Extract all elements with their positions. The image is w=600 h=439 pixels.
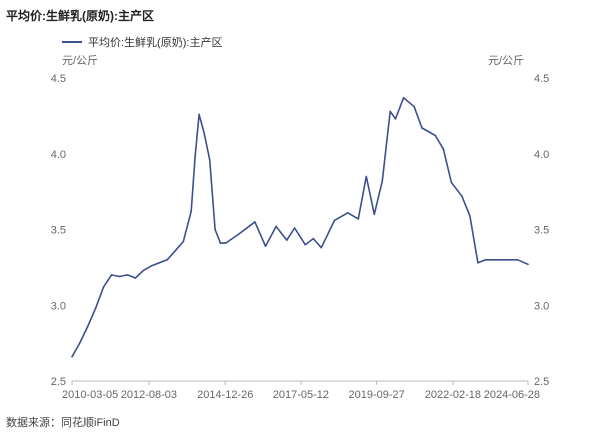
data-point bbox=[94, 307, 97, 310]
y-tick-label-right: 3.5 bbox=[534, 225, 549, 237]
series-line bbox=[71, 96, 529, 358]
data-point bbox=[190, 210, 192, 213]
data-point bbox=[450, 181, 453, 184]
data-point bbox=[275, 225, 277, 228]
data-point bbox=[333, 219, 336, 222]
y-tick-label-left: 4.0 bbox=[51, 149, 66, 161]
y-tick-label-right: 3.0 bbox=[534, 300, 549, 312]
x-tick-label: 2012-08-03 bbox=[121, 389, 177, 401]
data-point bbox=[286, 239, 288, 241]
data-point bbox=[219, 242, 222, 244]
data-point bbox=[102, 286, 105, 288]
data-point bbox=[126, 274, 129, 276]
data-point bbox=[208, 159, 211, 161]
data-point bbox=[238, 233, 240, 235]
data-point bbox=[214, 228, 216, 231]
y-tick-label-right: 4.5 bbox=[534, 73, 549, 85]
data-point bbox=[182, 240, 185, 243]
data-point bbox=[508, 259, 511, 261]
x-tick-label: 2019-09-27 bbox=[348, 389, 404, 401]
data-point bbox=[484, 259, 487, 261]
data-point bbox=[71, 356, 73, 358]
data-point bbox=[421, 127, 423, 129]
y-tick-label-left: 3.0 bbox=[51, 300, 66, 312]
y-tick-label-left: 3.5 bbox=[51, 225, 66, 237]
y-tick-label-right: 4.0 bbox=[534, 149, 549, 161]
x-tick-label: 2017-05-12 bbox=[273, 389, 329, 401]
data-point bbox=[501, 259, 503, 261]
data-point bbox=[413, 106, 416, 108]
data-point bbox=[477, 262, 479, 264]
legend-line-swatch bbox=[62, 41, 82, 43]
data-source: 数据来源：同花顺iFinD bbox=[6, 417, 120, 429]
data-point bbox=[224, 242, 227, 244]
x-tick-label: 2014-12-26 bbox=[197, 389, 253, 401]
data-point bbox=[203, 133, 206, 135]
data-point bbox=[381, 180, 384, 182]
x-tick-label: 2010-03-05 bbox=[62, 389, 118, 401]
y-tick-label-left: 2.5 bbox=[51, 376, 66, 388]
data-point bbox=[110, 274, 113, 276]
y-tick-label-right: 2.5 bbox=[534, 376, 549, 388]
data-point bbox=[434, 134, 437, 137]
data-point bbox=[394, 118, 397, 120]
data-point bbox=[194, 156, 196, 158]
data-point bbox=[373, 213, 376, 216]
data-point bbox=[527, 263, 529, 266]
data-point bbox=[293, 227, 296, 229]
x-tick-label: 2022-02-18 bbox=[425, 389, 481, 401]
data-point bbox=[198, 113, 200, 116]
data-point bbox=[118, 275, 121, 278]
data-point bbox=[469, 215, 471, 217]
data-point bbox=[150, 265, 153, 267]
data-point bbox=[166, 259, 168, 261]
data-point bbox=[389, 110, 392, 113]
data-point bbox=[461, 195, 463, 197]
data-point bbox=[78, 342, 81, 344]
y-axis-left-unit: 元/公斤 bbox=[62, 55, 99, 67]
data-point bbox=[312, 237, 315, 240]
x-tick-label: 2024-06-28 bbox=[484, 389, 540, 401]
data-point bbox=[516, 259, 519, 261]
data-point bbox=[304, 243, 307, 246]
data-point bbox=[134, 277, 137, 279]
data-point bbox=[320, 246, 323, 249]
legend: 平均价:生鲜乳(原奶):主产区 bbox=[62, 34, 222, 50]
chart-title: 平均价:生鲜乳(原奶):主产区 bbox=[6, 9, 154, 23]
data-point bbox=[429, 131, 431, 134]
data-point bbox=[357, 218, 360, 220]
data-point bbox=[158, 262, 161, 264]
data-point bbox=[442, 148, 445, 150]
data-point bbox=[347, 212, 349, 214]
y-axis-right-unit: 元/公斤 bbox=[488, 55, 525, 67]
data-point bbox=[142, 269, 145, 272]
data-point bbox=[264, 245, 267, 247]
data-point bbox=[402, 96, 405, 99]
data-point bbox=[86, 325, 89, 328]
data-point bbox=[254, 221, 256, 223]
legend-label: 平均价:生鲜乳(原奶):主产区 bbox=[88, 37, 223, 49]
data-point bbox=[365, 175, 368, 178]
y-tick-label-left: 4.5 bbox=[51, 73, 66, 85]
data-point bbox=[492, 259, 495, 261]
data-point bbox=[174, 249, 177, 252]
